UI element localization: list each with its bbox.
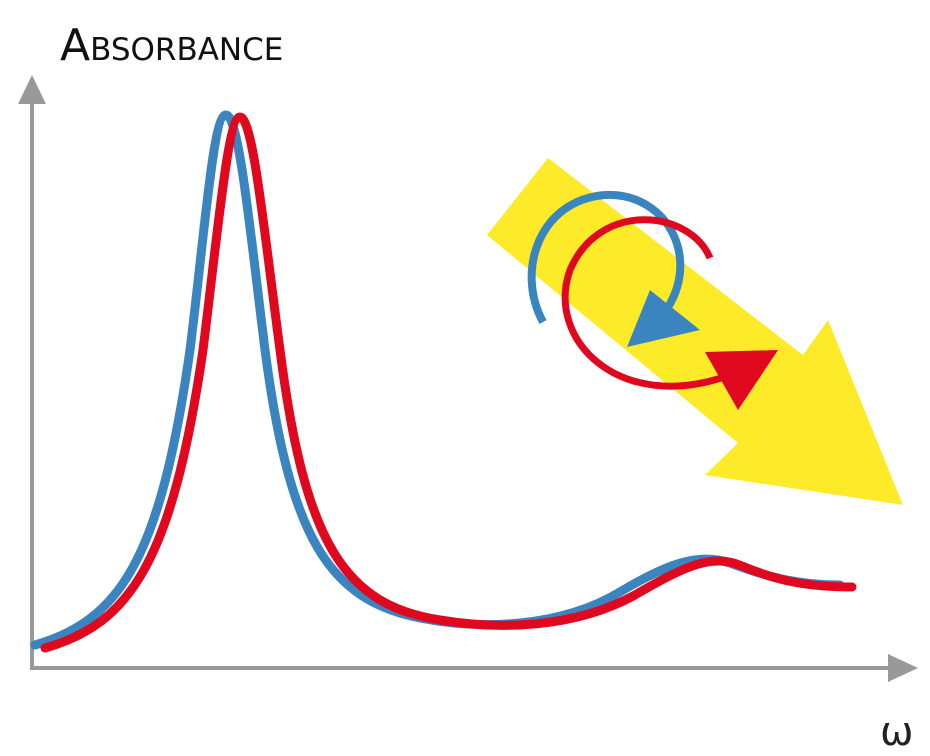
blue-rotation: [527, 190, 685, 324]
red-curve: [40, 112, 857, 653]
x-axis-title: ω: [880, 709, 914, 755]
axes: [18, 75, 918, 682]
x-axis-arrow: [888, 654, 918, 682]
light-arrow: [487, 158, 903, 505]
blue-curve: [30, 110, 845, 650]
y-axis-title: Absorbance: [60, 20, 283, 71]
y-axis-arrow: [18, 75, 46, 104]
red-rotation-head: [705, 350, 778, 410]
blue-rotation-head: [627, 290, 700, 347]
red-rotation: [561, 216, 732, 390]
